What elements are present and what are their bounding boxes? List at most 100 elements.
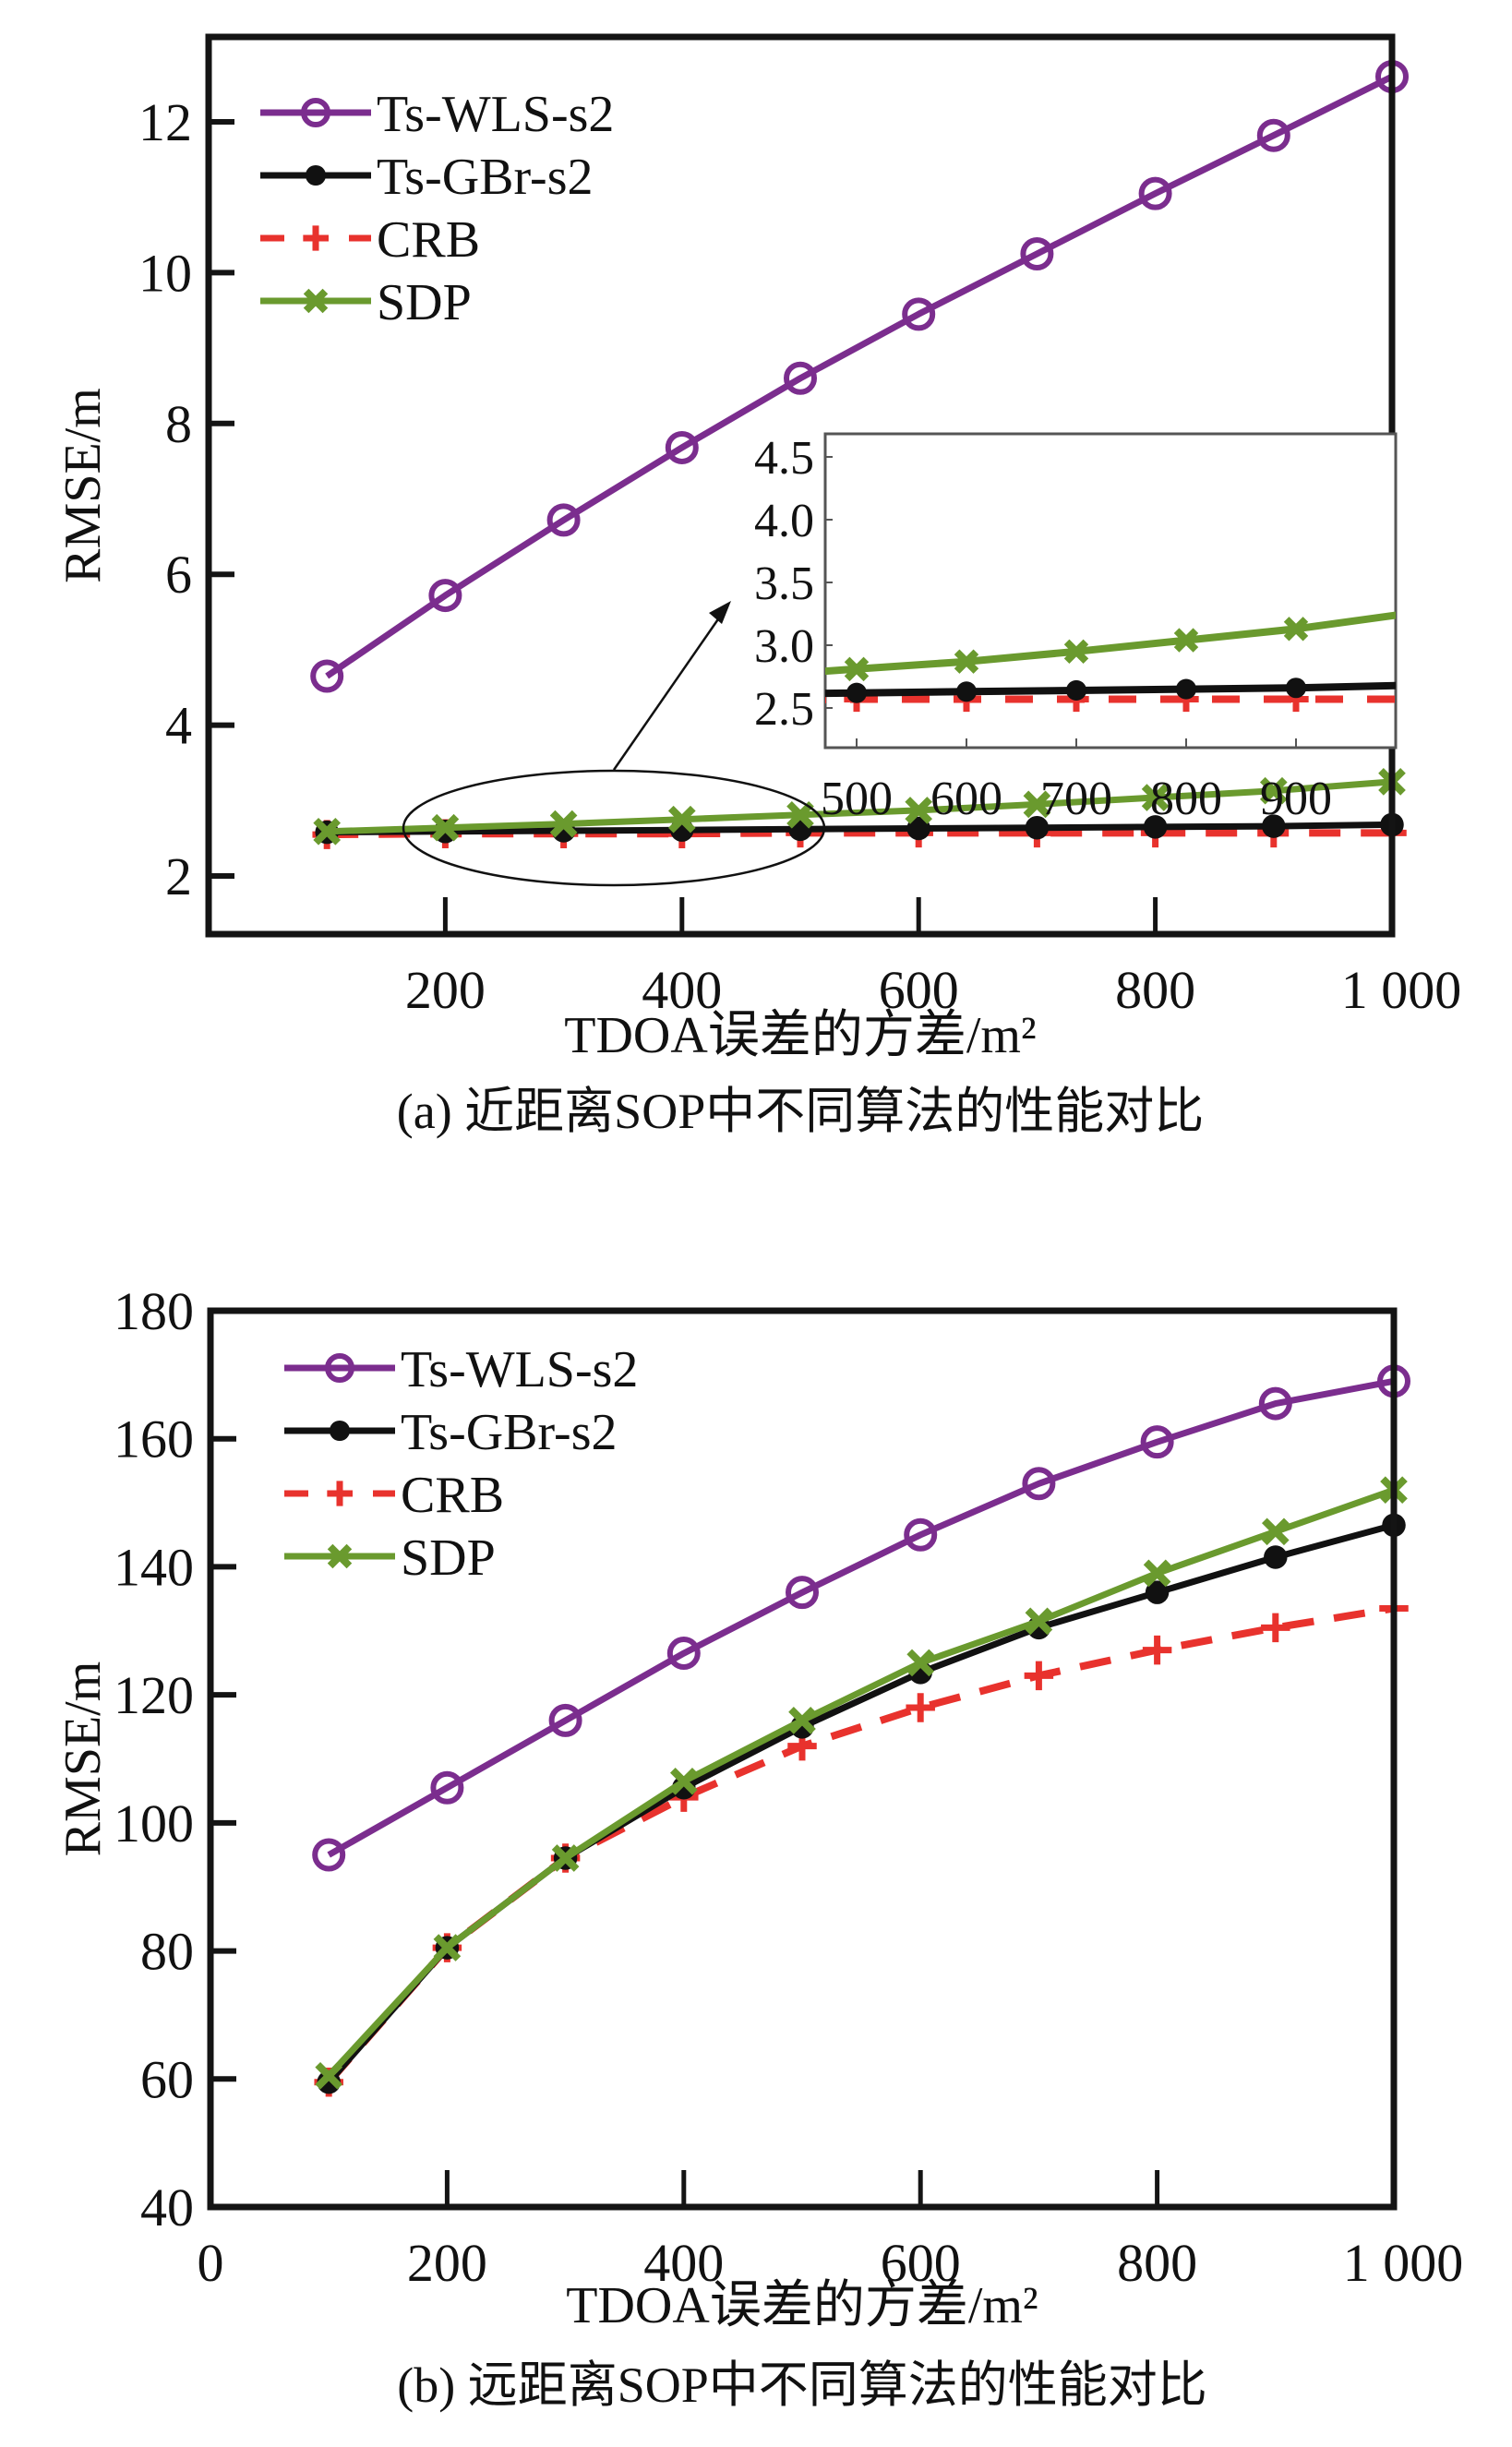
data-point-sdp-x-marker (1023, 790, 1051, 819)
inset-series-sdp (825, 611, 1396, 682)
data-point-sdp-x-marker (313, 817, 342, 846)
legend-swatch-x-marker (327, 1543, 353, 1569)
data-point-sdp-x-marker (1259, 776, 1288, 805)
inset-x-tick-label: 900 (1260, 773, 1332, 825)
data-point-ts-wls-s2-open-circle-marker (548, 1703, 582, 1737)
y-tick-label: 10 (138, 243, 192, 303)
legend-swatch-plus-marker (327, 1481, 353, 1506)
inset-x-tick-label: 600 (930, 773, 1002, 825)
data-point-ts-wls-s2-open-circle-marker (904, 1517, 938, 1552)
legend-label: Ts-GBr-s2 (401, 1404, 618, 1461)
y-tick-label: 80 (140, 1922, 194, 1982)
data-point-sdp-x-marker (1261, 1517, 1290, 1546)
chart-b-x-axis-title: TDOA误差的方差/m² (566, 2277, 1038, 2334)
legend-item-ts-gbr-s2: Ts-GBr-s2 (284, 1404, 618, 1461)
y-tick-label: 6 (165, 545, 192, 605)
legend-swatch-filled-circle-marker (305, 164, 327, 186)
data-point-sdp-x-marker (1141, 784, 1170, 811)
data-point-ts-wls-s2-open-circle-marker (1022, 1467, 1056, 1501)
series-sdp (313, 768, 1406, 846)
data-point-sdp-x-marker (315, 2061, 343, 2090)
series-line-ts-gbr-s2 (327, 821, 1393, 836)
data-point-ts-wls-s2-open-circle-marker (428, 579, 462, 613)
data-point-sdp-x-marker (433, 1934, 462, 1961)
y-tick-label: 8 (165, 394, 192, 454)
data-point-crb-plus-marker (1142, 1635, 1172, 1665)
data-point-ts-wls-s2-open-circle-marker (786, 1576, 819, 1610)
data-point-ts-wls-s2-open-circle-marker (1020, 236, 1054, 270)
x-tick-label: 600 (879, 960, 959, 1020)
data-point-ts-wls-s2-open-circle-marker (312, 1838, 346, 1872)
y-tick-label: 2 (165, 846, 192, 906)
legend-item-ts-gbr-s2: Ts-GBr-s2 (260, 149, 594, 206)
callout-arrow-line (612, 613, 724, 771)
data-point-crb-plus-marker (1024, 1661, 1054, 1691)
series-line-ts-gbr-s2 (326, 1521, 1395, 2085)
legend-label: Ts-WLS-s2 (377, 86, 614, 143)
y-tick-label: 40 (140, 2177, 194, 2237)
legend-label: SDP (401, 1529, 496, 1587)
data-point-ts-gbr-s2-filled-circle-marker (317, 2070, 341, 2094)
legend-label: CRB (377, 211, 480, 269)
x-tick-label: 400 (643, 2233, 724, 2293)
inset-y-tick-label: 4.0 (754, 495, 814, 547)
data-point-ts-gbr-s2-filled-circle-marker (1262, 814, 1286, 838)
legend-item-crb: CRB (260, 211, 480, 269)
data-point-ts-gbr-s2-filled-circle-marker (1025, 815, 1050, 840)
inset-data-point-sdp-x-marker (1063, 639, 1089, 665)
chart-b-caption: (b) 远距离SOP中不同算法的性能对比 (397, 2357, 1207, 2413)
legend-swatch-open-circle-marker (301, 98, 330, 127)
series-line-sdp (327, 778, 1393, 835)
y-tick-label: 140 (114, 1537, 194, 1597)
legend-swatch-open-circle-marker (325, 1353, 354, 1383)
data-point-crb-plus-marker (1261, 1613, 1290, 1643)
inset-data-point-ts-gbr-s2-filled-circle-marker (846, 682, 868, 703)
data-point-ts-gbr-s2-filled-circle-marker (1145, 1580, 1170, 1604)
data-point-ts-gbr-s2-filled-circle-marker (1264, 1545, 1288, 1569)
zoom-region-ellipse (402, 769, 826, 887)
data-point-ts-wls-s2-open-circle-marker (1140, 1425, 1174, 1459)
data-point-ts-wls-s2-open-circle-marker (310, 659, 344, 693)
legend-label: Ts-WLS-s2 (401, 1341, 638, 1398)
data-point-sdp-x-marker (551, 1844, 580, 1872)
data-point-sdp-x-marker (669, 1767, 698, 1795)
chart-a-annotation (402, 601, 826, 887)
inset-series-layer (825, 611, 1396, 713)
x-tick-label: 1 000 (1343, 2233, 1464, 2293)
chart-a: 2 4 6 8 10 12 200 400 600 800 1 000 2.5 3.0 3.5 4.0 4… (54, 33, 1461, 1139)
inset-series-ts-gbr-s2 (825, 678, 1396, 703)
chart-a-series-layer (310, 59, 1409, 849)
chart-a-caption: (a) 近距离SOP中不同算法的性能对比 (397, 1084, 1205, 1139)
inset-data-point-sdp-x-marker (844, 656, 870, 682)
chart-a-x-axis: 200 400 600 800 1 000 (405, 897, 1461, 1020)
x-tick-label: 600 (881, 2233, 961, 2293)
x-tick-label: 1 000 (1341, 960, 1462, 1020)
inset-data-point-sdp-x-marker (1283, 617, 1309, 642)
data-point-sdp-x-marker (1143, 1559, 1171, 1588)
y-tick-label: 120 (114, 1665, 194, 1725)
series-line-ts-wls-s2 (327, 1377, 1395, 1858)
data-point-sdp-x-marker (906, 1649, 935, 1677)
legend-item-ts-wls-s2: Ts-WLS-s2 (284, 1341, 638, 1398)
legend-label: CRB (401, 1467, 504, 1524)
data-point-crb-plus-marker (906, 1693, 935, 1722)
y-tick-label: 4 (165, 696, 192, 756)
x-tick-label: 200 (407, 2233, 487, 2293)
data-point-ts-wls-s2-open-circle-marker (666, 1637, 701, 1671)
x-tick-label: 200 (405, 960, 486, 1020)
legend-item-sdp: SDP (284, 1529, 496, 1587)
series-line-sdp (326, 1486, 1396, 2079)
legend-swatch-plus-marker (303, 225, 329, 251)
data-point-sdp-x-marker (786, 800, 814, 829)
inset-y-tick-label: 3.5 (754, 558, 814, 610)
y-tick-label: 160 (114, 1409, 194, 1469)
data-point-sdp-x-marker (667, 805, 696, 834)
inset-x-tick-label: 500 (821, 773, 893, 825)
data-point-ts-wls-s2-open-circle-marker (1256, 118, 1290, 152)
data-point-sdp-x-marker (905, 797, 933, 824)
series-line-ts-wls-s2 (325, 73, 1394, 679)
series-ts-wls-s2 (312, 1364, 1410, 1872)
y-tick-label: 12 (138, 92, 192, 152)
